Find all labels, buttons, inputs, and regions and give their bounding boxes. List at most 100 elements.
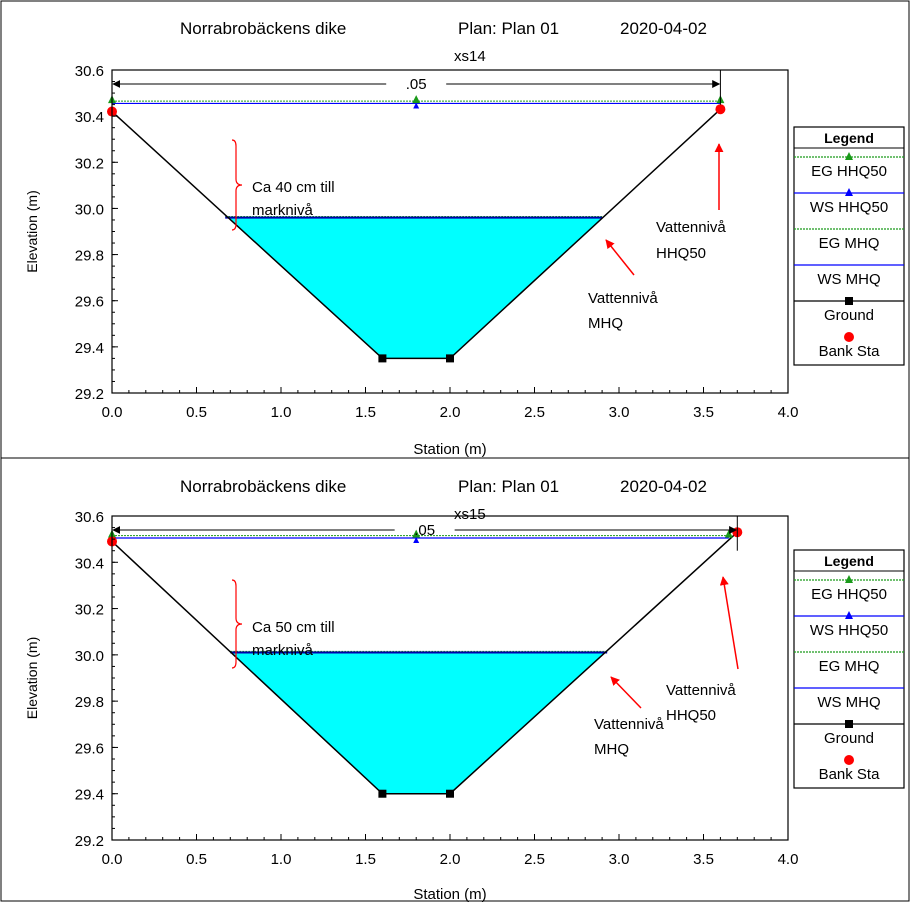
legend-entry: Bank Sta (819, 343, 881, 360)
ground-point (378, 354, 387, 363)
legend-marker-circle (844, 332, 854, 342)
ground-point (378, 789, 387, 798)
x-tick-label: 1.0 (271, 404, 292, 421)
x-tick-label: 3.0 (609, 851, 630, 868)
ground-point (446, 354, 454, 363)
legend-entry: WS MHQ (817, 271, 880, 288)
chart-plan: Plan: Plan 01 (458, 477, 559, 496)
legend-entry: Ground (824, 307, 874, 324)
y-axis-label: Elevation (m) (24, 190, 40, 272)
y-tick-label: 30.0 (75, 648, 104, 665)
y-tick-label: 30.2 (75, 602, 104, 619)
x-tick-label: 3.0 (609, 404, 630, 421)
x-tick-label: 0.5 (186, 851, 207, 868)
legend-entry: EG MHQ (819, 235, 880, 252)
eg-hhq50-point (412, 95, 421, 104)
x-tick-label: 2.5 (524, 851, 545, 868)
eg-hhq50-point (412, 529, 421, 538)
legend-marker-triangle (845, 575, 853, 583)
legend-entry: Bank Sta (819, 766, 881, 783)
mhq-annotation-line1: Vattennivå (588, 290, 658, 307)
legend-title: Legend (824, 553, 874, 569)
x-axis-label: Station (m) (413, 441, 486, 458)
legend-entry: WS HHQ50 (810, 199, 888, 216)
hhq-annotation-line1: Vattennivå (656, 219, 726, 236)
x-tick-label: 2.5 (524, 404, 545, 421)
legend-marker-circle (844, 755, 854, 765)
x-tick-label: 2.0 (440, 404, 461, 421)
x-tick-label: 0.0 (102, 851, 123, 868)
ws-hhq50-point (413, 536, 420, 543)
y-tick-label: 29.4 (75, 340, 104, 357)
chart-panel-2: Norrabrobäckens dike Plan: Plan 01 2020-04… (24, 477, 905, 903)
x-tick-label: 3.5 (693, 404, 714, 421)
y-tick-label: 30.6 (75, 509, 104, 526)
hhq-annotation-arrow (719, 576, 739, 670)
legend-entry: EG HHQ50 (811, 163, 887, 180)
legend-marker-square (845, 720, 853, 728)
legend-entry: EG MHQ (819, 658, 880, 675)
y-tick-label: 29.6 (75, 740, 104, 757)
chart-title: Norrabrobäckens dike (180, 477, 346, 496)
y-tick-label: 29.6 (75, 294, 104, 311)
y-tick-label: 30.2 (75, 155, 104, 172)
ws-hhq50-point (413, 102, 420, 109)
y-tick-label: 30.6 (75, 63, 104, 80)
legend-marker-triangle (845, 152, 853, 160)
ground-point (446, 789, 454, 798)
legend-box (793, 126, 905, 366)
chart-date: 2020-04-02 (620, 477, 707, 496)
y-tick-label: 30.4 (75, 555, 104, 572)
legend-entry: WS HHQ50 (810, 622, 888, 639)
y-tick-label: 30.0 (75, 201, 104, 218)
brace-text-line2: marknivå (252, 202, 314, 219)
water-fill-mhq (228, 217, 603, 359)
mhq-annotation-arrow (605, 239, 635, 276)
hhq-annotation-line2: HHQ50 (666, 707, 716, 724)
brace-text-line1: Ca 50 cm till (252, 619, 335, 636)
height-brace (231, 579, 243, 669)
y-tick-label: 29.2 (75, 386, 104, 403)
bank-sta-point (715, 104, 726, 115)
legend-marker-square (845, 297, 853, 305)
chart-panel-1: Norrabrobäckens dike Plan: Plan 01 2020-04… (24, 19, 905, 458)
y-tick-label: 29.8 (75, 694, 104, 711)
legend-marker-triangle (845, 611, 853, 619)
chart-title: Norrabrobäckens dike (180, 19, 346, 38)
legend-title: Legend (824, 130, 874, 146)
chart-plan: Plan: Plan 01 (458, 19, 559, 38)
water-fill-mhq (231, 652, 606, 794)
eg-hhq50-point (724, 529, 733, 538)
legend-box (793, 549, 905, 789)
chart-date: 2020-04-02 (620, 19, 707, 38)
ground-line (111, 108, 721, 360)
hhq-annotation-line1: Vattennivå (666, 682, 736, 699)
mhq-annotation-line2: MHQ (594, 741, 629, 758)
x-tick-label: 2.0 (440, 851, 461, 868)
ground-line (111, 531, 738, 795)
y-tick-label: 30.4 (75, 109, 104, 126)
hhq-annotation-line2: HHQ50 (656, 245, 706, 262)
chart-subtitle: xs15 (454, 506, 486, 523)
legend: Legend EG HHQ50 WS HHQ50 EG MHQ WS MHQ Ground… (793, 126, 905, 366)
mhq-annotation-line1: Vattennivå (594, 716, 664, 733)
x-tick-label: 1.5 (355, 404, 376, 421)
height-brace (231, 139, 243, 231)
x-tick-label: 0.0 (102, 404, 123, 421)
x-tick-label: 0.5 (186, 404, 207, 421)
x-tick-label: 1.0 (271, 851, 292, 868)
y-tick-label: 29.8 (75, 248, 104, 265)
brace-text-line1: Ca 40 cm till (252, 179, 335, 196)
y-tick-label: 29.2 (75, 833, 104, 850)
x-tick-label: 4.0 (778, 404, 799, 421)
chart-subtitle: xs14 (454, 48, 486, 65)
mhq-annotation-arrow (610, 676, 642, 709)
x-tick-label: 1.5 (355, 851, 376, 868)
legend: Legend EG HHQ50 WS HHQ50 EG MHQ WS MHQ Ground… (793, 549, 905, 789)
y-tick-label: 29.4 (75, 787, 104, 804)
y-axis-label: Elevation (m) (24, 637, 40, 719)
x-axis-label: Station (m) (413, 886, 486, 903)
legend-entry: Ground (824, 730, 874, 747)
